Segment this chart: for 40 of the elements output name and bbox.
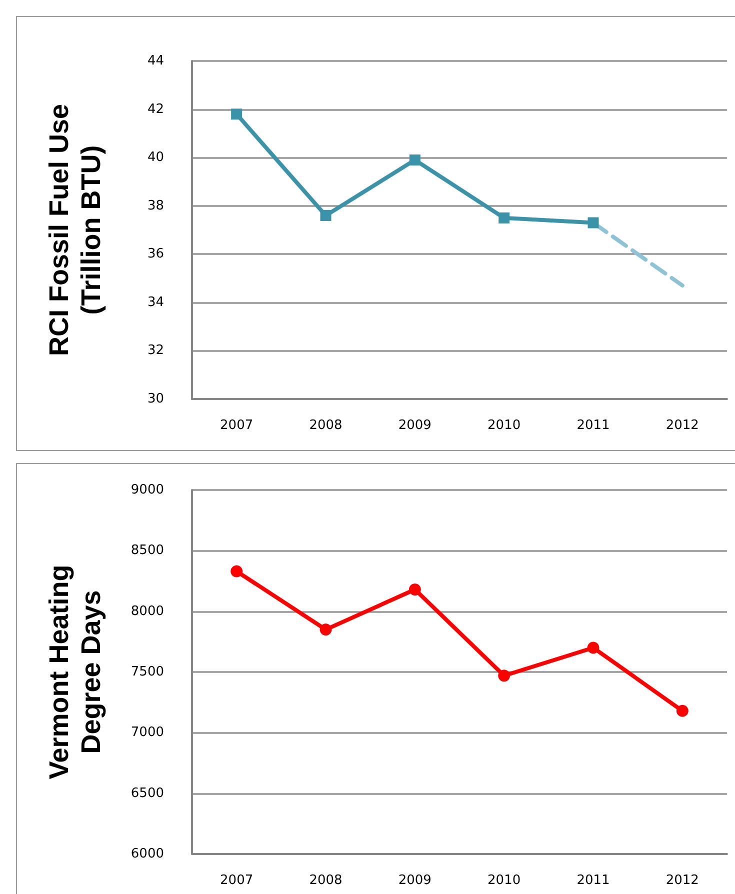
point [676, 704, 688, 717]
y-tick-label: 6500 [130, 786, 164, 801]
point [231, 108, 242, 120]
x-tick-label: 2007 [220, 418, 254, 433]
x-tick-label: 2009 [398, 873, 432, 888]
point [409, 154, 420, 166]
y-tick-label: 36 [147, 246, 164, 262]
y-axis-title: RCI Fossil Fuel Use (Trillion BTU) [44, 104, 106, 356]
point [320, 624, 332, 636]
y-tick-label: 9000 [130, 482, 164, 498]
point [320, 210, 332, 222]
x-tick-label: 2009 [398, 418, 432, 433]
y-tick-label: 44 [147, 54, 164, 68]
point [587, 642, 600, 654]
x-tick-label: 2012 [666, 418, 699, 433]
y-tick-label: 8500 [130, 543, 164, 558]
y-tick-label: 7000 [130, 725, 164, 740]
y-tick-label: 30 [147, 392, 164, 406]
x-tick-label: 2012 [666, 873, 699, 888]
y-tick-label: 34 [147, 294, 164, 310]
point [498, 670, 510, 682]
x-tick-label: 2007 [220, 873, 254, 888]
x-tick-label: 2008 [309, 418, 342, 433]
x-tick-label: 2008 [309, 873, 342, 888]
x-tick-label: 2011 [576, 873, 610, 888]
y-tick-label: 8000 [130, 604, 164, 619]
point [408, 583, 421, 596]
x-tick-label: 2011 [576, 418, 610, 433]
x-tick-label: 2010 [488, 873, 521, 888]
point [230, 565, 243, 578]
y-tick-label: 42 [147, 102, 164, 117]
y-tick-label: 7500 [130, 664, 164, 680]
y-tick-label: 32 [147, 343, 164, 358]
y-tick-label: 6000 [130, 846, 164, 862]
y-tick-label: 40 [147, 150, 164, 166]
y-axis-title: Vermont Heating Degree Days [44, 564, 106, 780]
y-tick-label: 38 [147, 198, 164, 214]
point [588, 217, 599, 228]
x-tick-label: 2010 [488, 418, 521, 433]
point [498, 212, 510, 224]
